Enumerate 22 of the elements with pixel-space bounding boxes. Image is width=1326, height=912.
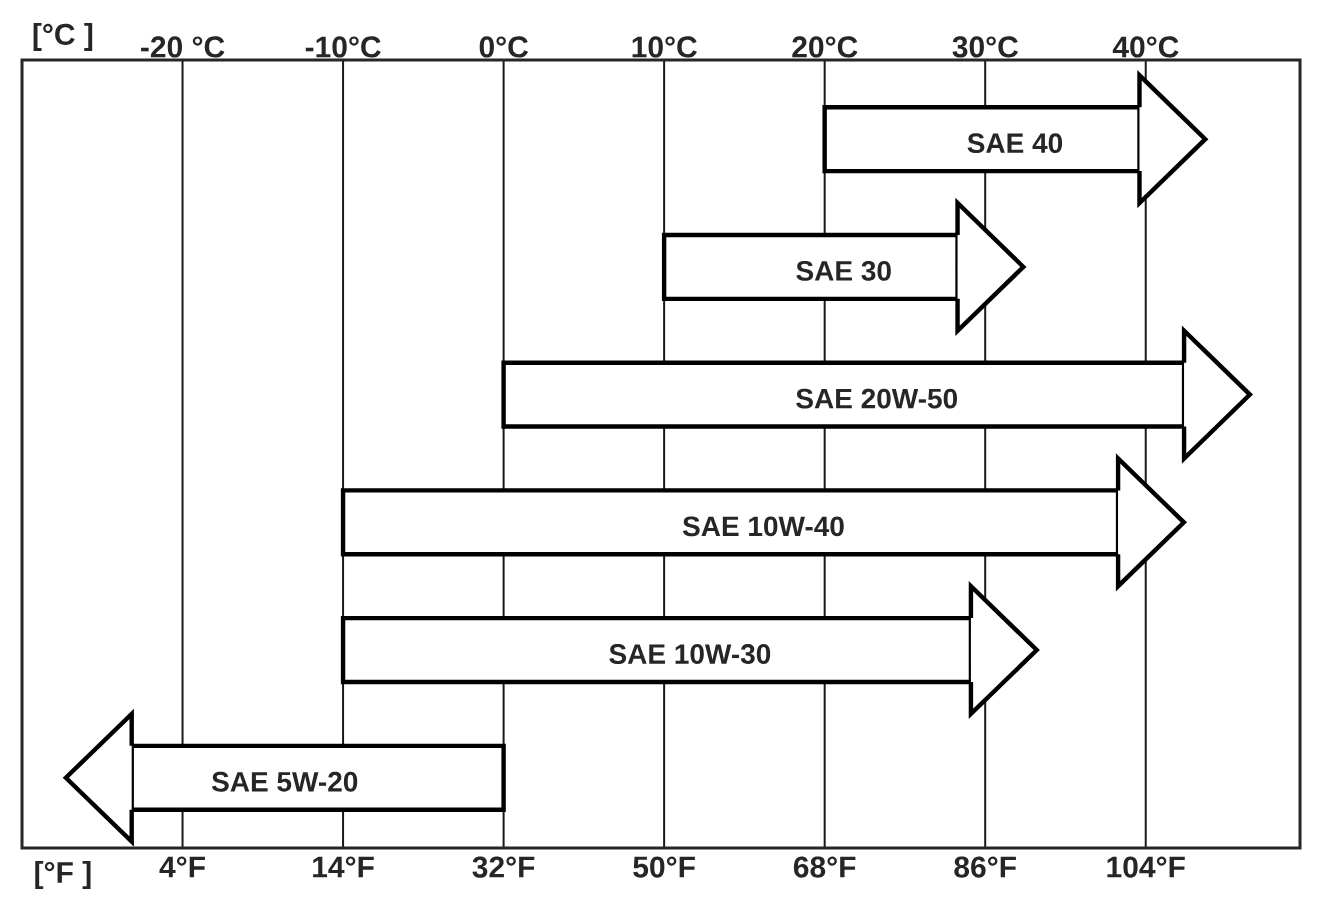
x-tick-label: 104°F (1107, 856, 1185, 878)
x2-tick-label: 20°C (792, 36, 858, 58)
y-tick-label: SAE 30 (796, 260, 891, 281)
y-tick-label: SAE 10W-30 (609, 644, 771, 664)
x2-axis-title: [°C ] (33, 22, 93, 51)
x-tick-label: 50°F (633, 856, 695, 878)
x-tick-label: 68°F (793, 856, 856, 878)
x-tick-label: 86°F (954, 856, 1016, 878)
y-tick-label: SAE 10W-40 (682, 516, 844, 537)
x2-tick-label: 0°C (479, 36, 528, 58)
x2-tick-label: 30°C (952, 36, 1018, 58)
x2-tick-label: -20 °C (141, 36, 225, 58)
x2-tick-label: -10°C (305, 36, 381, 58)
x-axis-title: [°F ] (35, 861, 91, 890)
x-tick-label: 32°F (472, 856, 535, 878)
x2-tick-label: 40°C (1112, 36, 1179, 58)
x-tick-label: 14°F (313, 856, 374, 878)
y-tick-label: SAE 40 (967, 133, 1063, 154)
y-tick-label: SAE 20W-50 (796, 388, 958, 409)
y-tick-label: SAE 5W-20 (211, 771, 358, 792)
x-tick-label: 4°F (159, 856, 205, 878)
x2-tick-label: 10°C (632, 36, 697, 58)
